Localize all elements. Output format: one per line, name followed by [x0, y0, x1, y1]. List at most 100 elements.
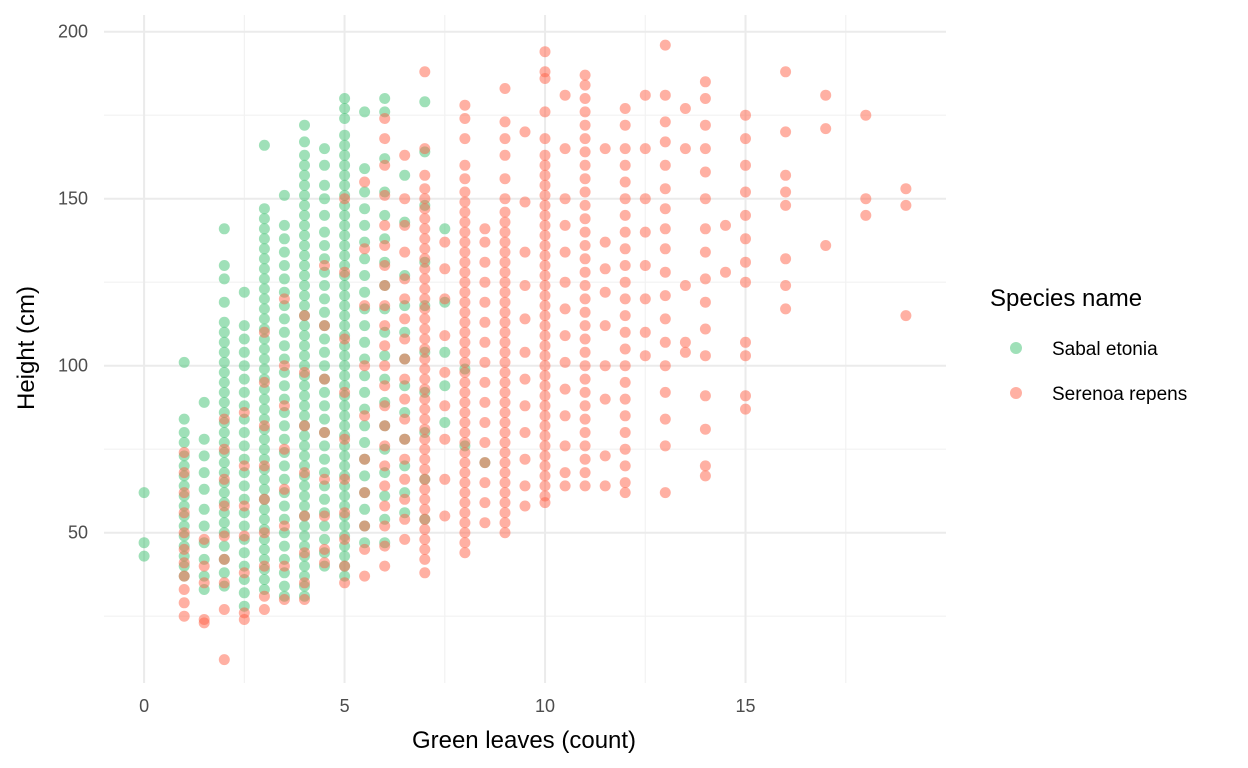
point-serenoa-repens	[459, 497, 471, 509]
point-serenoa-repens	[539, 179, 551, 191]
point-serenoa-repens	[459, 286, 471, 298]
point-serenoa-repens	[619, 159, 631, 171]
point-sabal-etonia	[359, 106, 371, 118]
point-serenoa-repens	[379, 520, 391, 532]
point-serenoa-repens	[479, 356, 491, 368]
point-serenoa-repens	[699, 273, 711, 285]
point-serenoa-repens	[479, 457, 491, 469]
point-serenoa-repens	[579, 413, 591, 425]
point-sabal-etonia	[218, 386, 230, 398]
point-sabal-etonia	[178, 427, 190, 438]
point-serenoa-repens	[359, 243, 371, 255]
point-serenoa-repens	[519, 280, 531, 291]
point-sabal-etonia	[339, 209, 351, 221]
point-serenoa-repens	[459, 336, 471, 348]
point-sabal-etonia	[218, 517, 230, 529]
point-sabal-etonia	[359, 370, 371, 382]
point-serenoa-repens	[459, 133, 471, 145]
point-sabal-etonia	[238, 346, 250, 358]
point-sabal-etonia	[278, 433, 290, 445]
point-sabal-etonia	[319, 440, 330, 452]
point-serenoa-repens	[399, 433, 411, 445]
point-serenoa-repens	[379, 480, 391, 492]
point-serenoa-repens	[679, 336, 691, 348]
point-serenoa-repens	[238, 567, 250, 579]
point-sabal-etonia	[258, 223, 270, 235]
point-sabal-etonia	[299, 159, 310, 171]
point-serenoa-repens	[459, 547, 471, 559]
point-sabal-etonia	[379, 209, 391, 221]
point-sabal-etonia	[339, 280, 351, 291]
point-serenoa-repens	[459, 99, 471, 111]
point-serenoa-repens	[659, 89, 671, 101]
point-serenoa-repens	[379, 280, 391, 291]
point-sabal-etonia	[319, 293, 330, 305]
point-serenoa-repens	[699, 76, 711, 88]
point-serenoa-repens	[459, 447, 471, 458]
point-serenoa-repens	[218, 530, 230, 542]
point-serenoa-repens	[399, 246, 411, 258]
point-serenoa-repens	[740, 403, 751, 415]
point-serenoa-repens	[399, 493, 411, 505]
point-serenoa-repens	[258, 460, 270, 472]
point-sabal-etonia	[319, 143, 330, 155]
point-sabal-etonia	[299, 169, 310, 181]
point-serenoa-repens	[258, 604, 270, 615]
point-serenoa-repens	[419, 323, 431, 335]
point-serenoa-repens	[539, 159, 551, 171]
point-serenoa-repens	[619, 143, 631, 155]
point-serenoa-repens	[419, 273, 431, 285]
point-serenoa-repens	[319, 557, 330, 569]
point-serenoa-repens	[459, 216, 471, 228]
point-serenoa-repens	[539, 400, 551, 412]
point-serenoa-repens	[860, 209, 872, 221]
point-serenoa-repens	[278, 594, 290, 605]
point-serenoa-repens	[299, 310, 310, 322]
point-serenoa-repens	[419, 263, 431, 275]
point-serenoa-repens	[278, 293, 290, 305]
point-sabal-etonia	[278, 580, 290, 592]
point-serenoa-repens	[459, 527, 471, 539]
point-serenoa-repens	[539, 270, 551, 281]
point-sabal-etonia	[299, 410, 310, 422]
point-serenoa-repens	[459, 457, 471, 469]
point-serenoa-repens	[860, 193, 872, 205]
point-serenoa-repens	[499, 376, 511, 388]
point-sabal-etonia	[258, 473, 270, 485]
point-serenoa-repens	[399, 453, 411, 465]
point-serenoa-repens	[639, 193, 651, 205]
point-serenoa-repens	[619, 193, 631, 205]
point-serenoa-repens	[218, 500, 230, 512]
point-sabal-etonia	[299, 280, 310, 291]
point-serenoa-repens	[619, 487, 631, 499]
point-serenoa-repens	[178, 467, 190, 479]
point-serenoa-repens	[499, 507, 511, 519]
point-serenoa-repens	[579, 293, 591, 305]
point-serenoa-repens	[459, 437, 471, 448]
point-serenoa-repens	[479, 256, 491, 268]
point-serenoa-repens	[519, 480, 531, 492]
point-serenoa-repens	[619, 443, 631, 455]
point-serenoa-repens	[419, 373, 431, 385]
point-sabal-etonia	[339, 129, 351, 141]
point-serenoa-repens	[218, 553, 230, 565]
point-sabal-etonia	[238, 547, 250, 559]
point-serenoa-repens	[299, 510, 310, 522]
point-serenoa-repens	[419, 493, 431, 505]
point-serenoa-repens	[740, 276, 751, 288]
point-serenoa-repens	[619, 393, 631, 405]
point-serenoa-repens	[459, 427, 471, 438]
point-sabal-etonia	[218, 346, 230, 358]
point-sabal-etonia	[359, 203, 371, 215]
point-serenoa-repens	[178, 584, 190, 595]
point-serenoa-repens	[579, 320, 591, 332]
point-serenoa-repens	[499, 226, 511, 238]
point-serenoa-repens	[900, 183, 912, 195]
point-serenoa-repens	[379, 420, 391, 432]
point-sabal-etonia	[198, 396, 210, 408]
point-serenoa-repens	[679, 103, 691, 114]
point-sabal-etonia	[299, 229, 310, 241]
point-sabal-etonia	[299, 219, 310, 231]
point-sabal-etonia	[198, 450, 210, 462]
point-serenoa-repens	[579, 213, 591, 225]
